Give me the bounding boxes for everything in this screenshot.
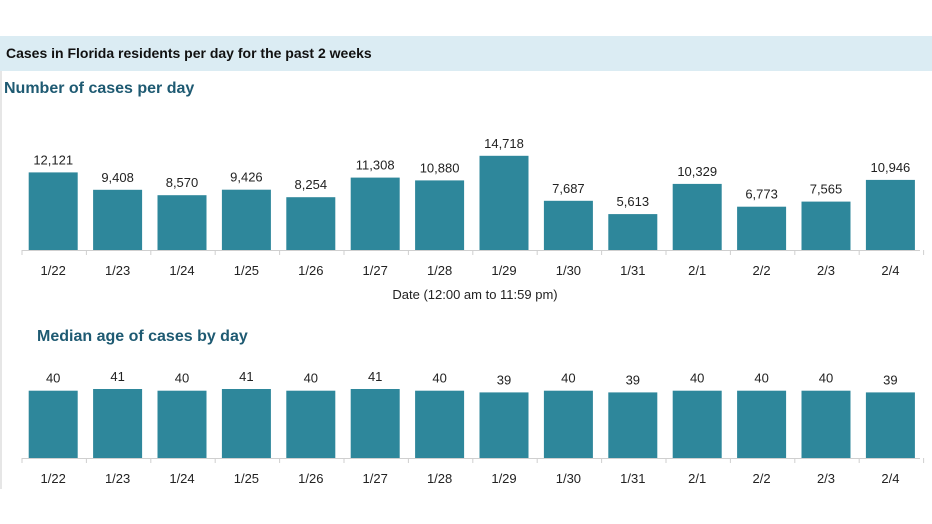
cases-bar-1-30: [543, 200, 593, 250]
cases-bar-1-28: [415, 180, 465, 250]
cases-x-tick-label: 1/23: [105, 263, 130, 278]
median-age-data-label: 39: [626, 372, 640, 387]
cases-x-tick-label: 1/24: [169, 263, 194, 278]
cases-x-tick-label: 1/26: [298, 263, 323, 278]
cases-x-tick-label: 1/27: [363, 263, 388, 278]
cases-x-tick-label: 2/2: [753, 263, 771, 278]
cases-bar-1-27: [350, 177, 400, 250]
cases-data-label: 7,565: [810, 182, 843, 197]
median-age-x-tick-label: 2/2: [753, 471, 771, 486]
median-age-bar-1-27: [350, 389, 400, 458]
cases-bar-chart: 12,121 1/22 9,408 1/23 8,570 1/24 9,426 1/25 8,2…: [21, 136, 925, 278]
cases-bar-1-22: [28, 172, 78, 250]
median-age-x-tick-label: 2/1: [688, 471, 706, 486]
median-age-x-tick-label: 1/26: [298, 471, 323, 486]
cases-data-label: 8,570: [166, 175, 199, 190]
median-age-data-label: 39: [883, 372, 897, 387]
median-age-data-label: 40: [819, 371, 833, 386]
median-age-data-label: 40: [690, 371, 704, 386]
cases-x-tick-label: 1/22: [41, 263, 66, 278]
cases-bar-2-1: [672, 183, 722, 250]
cases-x-tick-label: 2/1: [688, 263, 706, 278]
cases-bar-1-29: [479, 155, 529, 250]
cases-bar-1-25: [221, 189, 271, 250]
cases-data-label: 6,773: [745, 187, 778, 202]
median-age-bar-1-24: [157, 390, 207, 458]
cases-bar-2-2: [737, 206, 787, 250]
cases-data-label: 9,408: [101, 170, 134, 185]
median-age-x-tick-label: 1/25: [234, 471, 259, 486]
median-age-x-tick-label: 1/23: [105, 471, 130, 486]
cases-data-label: 10,946: [871, 160, 911, 175]
cases-data-label: 14,718: [484, 136, 524, 151]
cases-bar-1-31: [608, 214, 658, 250]
median-age-data-label: 40: [432, 371, 446, 386]
cases-data-label: 10,880: [420, 160, 460, 175]
median-age-bar-1-22: [28, 390, 78, 458]
median-age-bar-chart: 40 1/22 41 1/23 40 1/24 41 1/25 40 1/26 41 1/27 40 1/…: [21, 369, 925, 486]
median-age-bar-1-29: [479, 392, 529, 458]
cases-data-label: 5,613: [617, 194, 650, 209]
cases-x-tick-label: 2/3: [817, 263, 835, 278]
median-age-bar-1-26: [286, 390, 336, 458]
cases-data-label: 11,308: [356, 158, 395, 173]
median-age-bar-2-2: [737, 390, 787, 458]
median-age-bar-1-30: [543, 390, 593, 458]
cases-data-label: 8,254: [295, 177, 328, 192]
median-age-data-label: 40: [561, 371, 575, 386]
median-age-bar-1-23: [93, 389, 143, 458]
cases-x-tick-label: 1/31: [620, 263, 645, 278]
cases-x-tick-label: 1/25: [234, 263, 259, 278]
median-age-data-label: 41: [110, 369, 124, 384]
median-age-x-tick-label: 1/28: [427, 471, 452, 486]
cases-data-label: 10,329: [677, 164, 717, 179]
cases-x-tick-label: 1/29: [491, 263, 516, 278]
median-age-data-label: 40: [304, 371, 318, 386]
median-age-bar-1-25: [221, 389, 271, 458]
cases-bar-2-3: [801, 201, 851, 250]
median-age-data-label: 40: [175, 371, 189, 386]
median-age-bar-2-1: [672, 390, 722, 458]
cases-data-label: 9,426: [230, 170, 263, 185]
median-age-x-tick-label: 1/27: [363, 471, 388, 486]
median-age-bar-2-3: [801, 390, 851, 458]
median-age-data-label: 39: [497, 372, 511, 387]
median-age-data-label: 41: [239, 369, 253, 384]
cases-x-tick-label: 2/4: [881, 263, 899, 278]
left-divider: [0, 71, 2, 489]
header-band: [0, 36, 932, 71]
median-age-data-label: 40: [754, 371, 768, 386]
cases-data-label: 12,121: [33, 152, 73, 167]
median-age-x-tick-label: 1/24: [169, 471, 194, 486]
median-age-data-label: 40: [46, 371, 60, 386]
median-age-data-label: 41: [368, 369, 382, 384]
median-age-chart-title: Median age of cases by day: [37, 328, 248, 345]
median-age-bar-1-28: [415, 390, 465, 458]
cases-x-tick-label: 1/28: [427, 263, 452, 278]
median-age-x-tick-label: 2/4: [881, 471, 899, 486]
cases-chart-title: Number of cases per day: [4, 80, 195, 97]
page-title: Cases in Florida residents per day for t…: [6, 45, 372, 61]
median-age-bar-1-31: [608, 392, 658, 458]
median-age-x-tick-label: 1/22: [41, 471, 66, 486]
cases-bar-1-24: [157, 195, 207, 250]
cases-data-label: 7,687: [552, 181, 585, 196]
cases-bar-1-23: [93, 189, 143, 250]
cases-bar-2-4: [865, 179, 915, 250]
cases-x-axis-label: Date (12:00 am to 11:59 pm): [392, 287, 558, 302]
cases-bar-1-26: [286, 197, 336, 250]
median-age-bar-2-4: [865, 392, 915, 458]
cases-x-tick-label: 1/30: [556, 263, 581, 278]
median-age-x-tick-label: 2/3: [817, 471, 835, 486]
median-age-x-tick-label: 1/30: [556, 471, 581, 486]
median-age-x-tick-label: 1/31: [620, 471, 645, 486]
median-age-x-tick-label: 1/29: [491, 471, 516, 486]
